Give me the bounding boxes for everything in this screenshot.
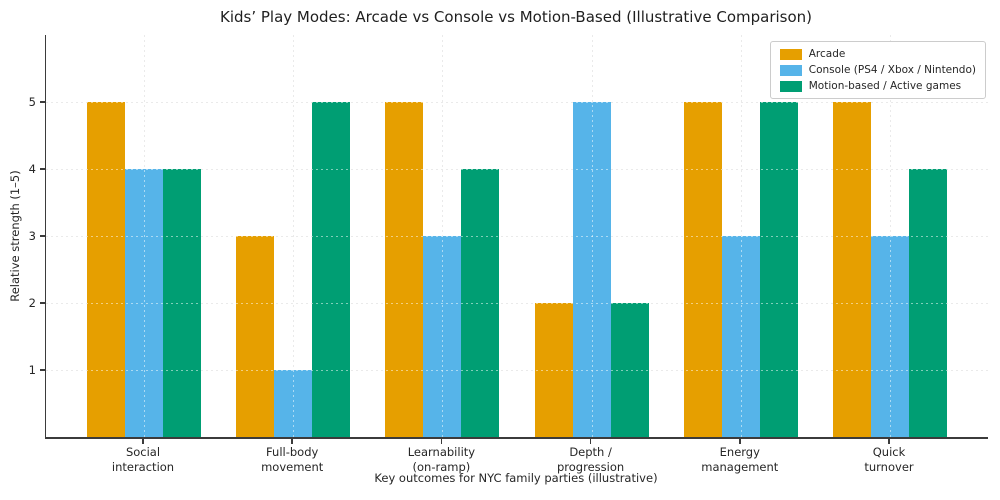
bar-arcade-1 — [236, 236, 275, 437]
gridline-v-overlay-2 — [442, 35, 444, 437]
legend-swatch-0 — [779, 48, 802, 60]
bar-motionbased-1 — [312, 102, 351, 437]
gridline-h-overlay-3 — [46, 236, 988, 237]
y-tick-label-2: 2 — [28, 296, 36, 310]
x-tick-label-5: Quick turnover — [864, 445, 914, 475]
x-tick-label-1: Full-body movement — [261, 445, 324, 475]
x-tick-mark-0 — [142, 439, 144, 444]
bar-arcade-4 — [683, 102, 722, 437]
x-tick-mark-1 — [291, 439, 293, 444]
x-tick-mark-5 — [888, 439, 890, 444]
y-tick-label-5: 5 — [28, 95, 36, 109]
gridline-h-overlay-1 — [46, 370, 988, 371]
legend-swatch-1 — [779, 64, 802, 76]
gridline-h-overlay-4 — [46, 169, 988, 170]
bar-arcade-2 — [385, 102, 424, 437]
y-tick-mark-2 — [40, 302, 45, 304]
legend-label-0: Arcade — [808, 48, 846, 60]
bar-arcade-0 — [87, 102, 125, 437]
gridline-h-overlay-5 — [46, 102, 988, 103]
x-axis-label: Key outcomes for NYC family parties (ill… — [374, 471, 658, 485]
x-tick-label-4: Energy management — [701, 445, 779, 475]
y-tick-mark-1 — [40, 369, 45, 371]
bar-motionbased-4 — [759, 102, 798, 437]
x-tick-mark-4 — [739, 439, 741, 444]
legend-label-2: Motion-based / Active games — [808, 80, 962, 92]
x-tick-mark-3 — [589, 439, 592, 444]
gridline-h-overlay-2 — [46, 303, 988, 304]
bar-arcade-5 — [833, 102, 871, 437]
gridline-v-overlay-3 — [591, 35, 593, 437]
gridline-v-overlay-1 — [293, 35, 295, 437]
y-tick-label-3: 3 — [28, 229, 36, 243]
legend-label-1: Console (PS4 / Xbox / Nintendo) — [808, 64, 976, 76]
legend-item-2: Motion-based / Active games — [779, 80, 976, 92]
y-tick-label-1: 1 — [28, 363, 36, 377]
gridline-v-overlay-0 — [144, 35, 145, 437]
y-tick-mark-5 — [40, 101, 45, 103]
legend-swatch-2 — [779, 80, 802, 92]
y-tick-label-4: 4 — [28, 162, 36, 176]
chart-title: Kids’ Play Modes: Arcade vs Console vs M… — [219, 8, 813, 26]
x-tick-label-3: Depth / progression — [557, 445, 625, 475]
y-tick-mark-3 — [40, 235, 45, 237]
legend-item-1: Console (PS4 / Xbox / Nintendo) — [779, 64, 976, 76]
legend-item-0: Arcade — [779, 48, 976, 60]
grid-overlay-layer — [46, 35, 988, 437]
legend: Arcade Console (PS4 / Xbox / Nintendo) Mot… — [769, 41, 986, 99]
y-tick-mark-4 — [40, 168, 45, 170]
x-tick-label-2: Learnability (on-ramp) — [407, 445, 476, 475]
x-tick-mark-2 — [440, 439, 443, 444]
x-tick-label-0: Social interaction — [111, 445, 175, 475]
plot-area — [45, 35, 988, 439]
gridline-v-overlay-4 — [740, 35, 742, 437]
gridline-v-overlay-5 — [890, 35, 891, 437]
